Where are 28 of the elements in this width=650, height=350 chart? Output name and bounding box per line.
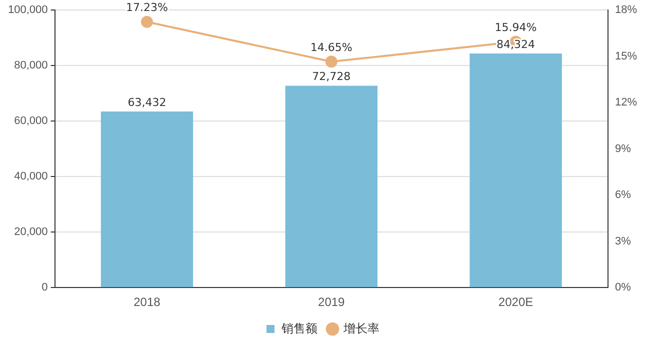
bar: [285, 86, 378, 288]
data-label: 14.65%: [310, 41, 352, 54]
data-label: 17.23%: [126, 1, 168, 14]
y-tick-label: 60,000: [14, 115, 48, 128]
y-tick-label: 0: [42, 282, 48, 294]
bar: [470, 54, 562, 288]
point: [325, 56, 338, 68]
y2-tick-label: 9%: [614, 142, 632, 155]
y2-tick-label: 15%: [614, 50, 638, 62]
y2-tick-label: 0%: [614, 282, 632, 294]
x-tick-label: 2019: [318, 295, 346, 310]
y-tick-label: 40,000: [14, 170, 48, 183]
y2-tick-label: 6%: [614, 189, 632, 202]
y2-tick-label: 3%: [614, 235, 632, 248]
legend-label: 增长率: [342, 321, 380, 336]
point: [140, 16, 153, 28]
y2-tick-label: 18%: [614, 4, 638, 16]
y-tick-label: 20,000: [14, 226, 48, 238]
y2-tick-label: 12%: [614, 96, 638, 109]
data-label: 72,728: [312, 70, 351, 84]
legend-label: 销售额: [280, 321, 318, 336]
y-tick-label: 80,000: [14, 60, 48, 72]
data-label: 15.94%: [494, 21, 537, 34]
bar: [100, 112, 194, 288]
x-tick-label: 2018: [134, 295, 161, 310]
y-tick-label: 100,000: [8, 4, 48, 16]
x-tick-label: 2020E: [498, 295, 534, 310]
data-label: 63,432: [128, 96, 166, 109]
